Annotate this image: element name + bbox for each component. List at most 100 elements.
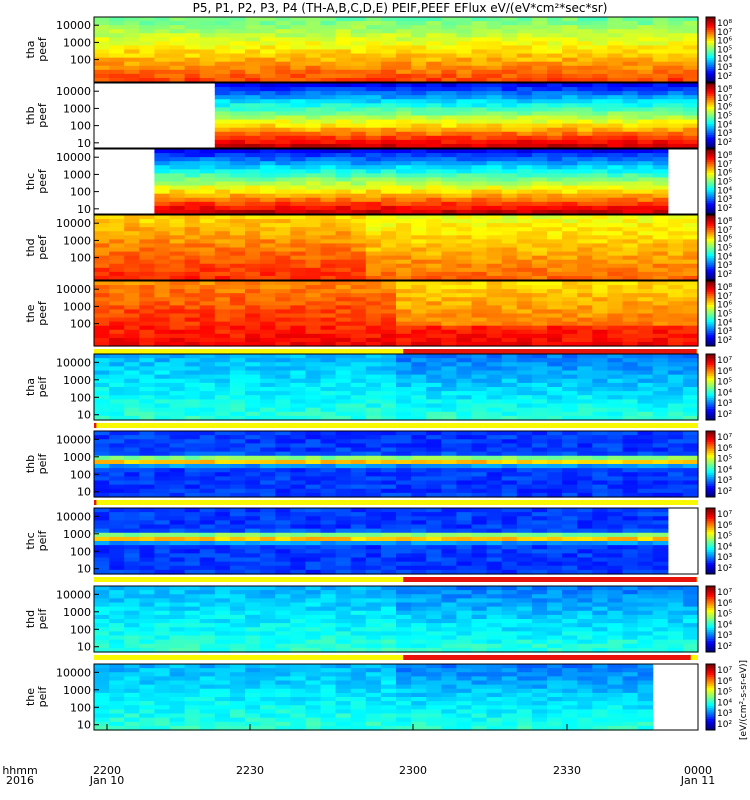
spectrogram-cell xyxy=(637,480,654,486)
spectrogram-cell xyxy=(380,107,397,113)
spectrogram-cell xyxy=(471,95,488,100)
colorbar-step xyxy=(706,96,715,99)
spectrogram-cell xyxy=(637,143,654,149)
spectrogram-cell xyxy=(531,127,548,133)
colorbar-step xyxy=(706,249,715,253)
spectrogram-cell xyxy=(335,468,352,473)
spectrogram-cell xyxy=(260,455,276,461)
spectrogram-cell xyxy=(380,399,397,405)
spectrogram-cell xyxy=(622,451,639,457)
spectrogram-cell xyxy=(652,41,669,47)
spectrogram-cell xyxy=(139,435,155,440)
spectrogram-cell xyxy=(380,165,397,170)
spectrogram-cell xyxy=(275,83,291,88)
spectrogram-cell xyxy=(380,127,397,133)
spectrogram-cell xyxy=(471,33,488,38)
spectrogram-cell xyxy=(109,25,125,30)
spectrogram-cell xyxy=(290,263,306,269)
spectrogram-cell xyxy=(109,374,125,380)
colorbar-tick-label: 10⁶ xyxy=(717,367,732,377)
colorbar-step xyxy=(706,69,715,72)
y-tick-label: 1000 xyxy=(63,36,91,49)
spectrogram-cell xyxy=(199,215,216,220)
spectrogram-cell xyxy=(94,391,110,396)
spectrogram-cell xyxy=(637,123,654,129)
spectrogram-cell xyxy=(380,243,397,249)
spectrogram-cell xyxy=(290,281,306,286)
spectrogram-cell xyxy=(139,17,155,22)
spectrogram-cell xyxy=(260,468,276,473)
spectrogram-cell xyxy=(305,293,322,298)
colorbar-step xyxy=(706,389,715,392)
spectrogram-cell xyxy=(592,215,608,220)
spectrogram-cell xyxy=(380,374,397,380)
spectrogram-cell xyxy=(471,69,488,75)
spectrogram-cell xyxy=(94,329,110,335)
spectrogram-cell xyxy=(411,313,427,319)
spectrogram-cell xyxy=(411,455,427,461)
spectrogram-cell xyxy=(577,165,593,170)
spectrogram-cell xyxy=(531,21,548,26)
spectrogram-cell xyxy=(607,271,624,277)
spectrogram-cell xyxy=(667,45,684,51)
spectrogram-cell xyxy=(124,251,140,257)
spectrogram-cell xyxy=(622,464,639,469)
spectrogram-cell xyxy=(426,395,442,400)
spectrogram-cell xyxy=(380,309,397,315)
spectrogram-cell xyxy=(365,472,382,477)
spectrogram-cell xyxy=(154,366,171,372)
spectrogram-cell xyxy=(154,189,171,195)
spectrogram-cell xyxy=(547,169,563,174)
spectrogram-cell xyxy=(426,532,442,538)
spectrogram-cell xyxy=(471,215,488,220)
spectrogram-cell xyxy=(154,403,171,409)
spectrogram-cell xyxy=(229,69,246,75)
spectrogram-cell xyxy=(607,275,624,281)
spectrogram-cell xyxy=(471,415,488,421)
spectrogram-cell xyxy=(577,366,593,372)
spectrogram-cell xyxy=(214,247,231,253)
spectrogram-cell xyxy=(380,57,397,63)
spectrogram-cell xyxy=(260,41,276,47)
spectrogram-cell xyxy=(199,536,216,542)
spectrogram-cell xyxy=(426,45,442,51)
y-tick-label: 100 xyxy=(70,120,91,133)
spectrogram-cell xyxy=(350,127,367,133)
spectrogram-cell xyxy=(562,37,578,42)
spectrogram-cell xyxy=(441,165,457,170)
spectrogram-cell xyxy=(260,297,276,302)
spectrogram-cell xyxy=(471,267,488,273)
spectrogram-cell xyxy=(154,247,171,253)
spectrogram-cell xyxy=(652,215,669,220)
spectrogram-cell xyxy=(229,189,246,195)
spectrogram-cell xyxy=(109,231,125,236)
spectrogram-cell xyxy=(214,127,231,133)
spectrogram-cell xyxy=(139,382,155,388)
spectrogram-cell xyxy=(441,488,457,494)
spectrogram-cell xyxy=(426,99,442,104)
spectrogram-cell xyxy=(109,21,125,26)
spectrogram-cell xyxy=(350,239,367,245)
spectrogram-cell xyxy=(335,267,352,273)
colorbar-step xyxy=(706,145,715,149)
spectrogram-cell xyxy=(577,119,593,125)
spectrogram-cell xyxy=(275,341,291,347)
spectrogram-cell xyxy=(199,492,216,498)
spectrogram-cell xyxy=(562,181,578,187)
colorbar-step xyxy=(706,141,715,145)
spectrogram-cell xyxy=(139,223,155,228)
spectrogram-cell xyxy=(245,243,261,249)
colorbar-tick-label: 10² xyxy=(717,270,732,280)
spectrogram-cell xyxy=(456,49,473,55)
spectrogram-cell xyxy=(411,447,427,453)
spectrogram-cell xyxy=(607,480,624,486)
spectrogram-cell xyxy=(184,443,201,449)
spectrogram-cell xyxy=(335,115,352,121)
spectrogram-cell xyxy=(275,313,291,319)
spectrogram-cell xyxy=(169,528,186,534)
spectrogram-cell xyxy=(214,391,231,396)
spectrogram-cell xyxy=(607,157,624,162)
spectrogram-cell xyxy=(682,223,699,228)
